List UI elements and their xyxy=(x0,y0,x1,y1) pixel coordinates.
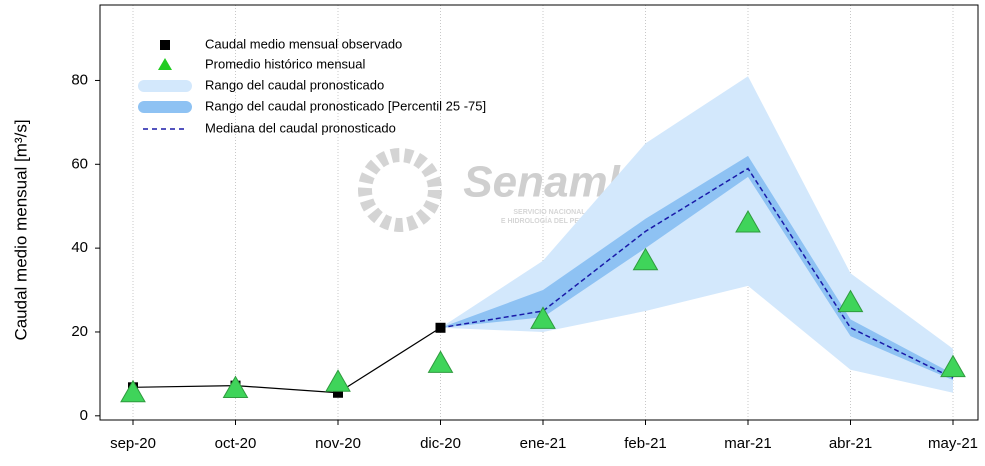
historical-marker xyxy=(427,350,454,373)
historical-marker xyxy=(837,289,864,313)
watermark-sun xyxy=(358,148,442,232)
historical-marker xyxy=(222,375,249,399)
x-tick-label: may-21 xyxy=(928,435,978,452)
legend-label: Promedio histórico mensual xyxy=(205,56,366,71)
y-tick-label: 60 xyxy=(71,155,88,172)
observed-line xyxy=(132,327,441,394)
range-band xyxy=(440,76,953,393)
watermark: E HIDROLOGÍA DEL PERÚ xyxy=(501,216,589,225)
observed-marker xyxy=(333,387,343,398)
range-band xyxy=(440,155,953,381)
y-axis-label: Caudal medio mensual [m³/s] xyxy=(11,119,30,340)
watermark: SERVICIO NACIONAL DE METEOROLOGÍA xyxy=(513,207,656,216)
legend-label: Caudal medio mensual observado xyxy=(205,36,402,51)
x-tick-label: mar-21 xyxy=(724,435,772,452)
legend-marker xyxy=(158,58,172,70)
legend-label: Rango del caudal pronosticado xyxy=(205,77,384,92)
plot-frame xyxy=(99,4,979,421)
x-tick-label: sep-20 xyxy=(110,435,156,452)
observed-marker xyxy=(435,322,446,333)
median-line xyxy=(440,167,954,379)
legend-swatch xyxy=(138,80,192,92)
historical-marker xyxy=(632,247,659,271)
y-tick-label: 20 xyxy=(71,323,88,340)
historical-marker xyxy=(735,209,761,233)
x-tick-label: nov-20 xyxy=(315,435,361,452)
x-tick-label: oct-20 xyxy=(215,435,257,452)
historical-marker xyxy=(940,354,966,378)
y-tick-label: 40 xyxy=(71,239,88,256)
y-tick-label: 0 xyxy=(80,407,88,424)
historical-marker xyxy=(120,379,146,403)
y-tick-label: 80 xyxy=(71,71,88,88)
historical-marker xyxy=(325,369,351,392)
legend-label: Rango del caudal pronosticado [Percentil… xyxy=(205,98,486,113)
legend-label: Mediana del caudal pronosticado xyxy=(205,120,396,135)
historical-marker xyxy=(530,306,556,329)
x-tick-label: ene-21 xyxy=(520,435,567,452)
x-tick-label: feb-21 xyxy=(624,435,667,452)
x-tick-label: abr-21 xyxy=(829,435,872,452)
x-tick-label: dic-20 xyxy=(420,435,461,452)
legend-swatch xyxy=(138,101,192,113)
legend-marker xyxy=(160,40,170,50)
